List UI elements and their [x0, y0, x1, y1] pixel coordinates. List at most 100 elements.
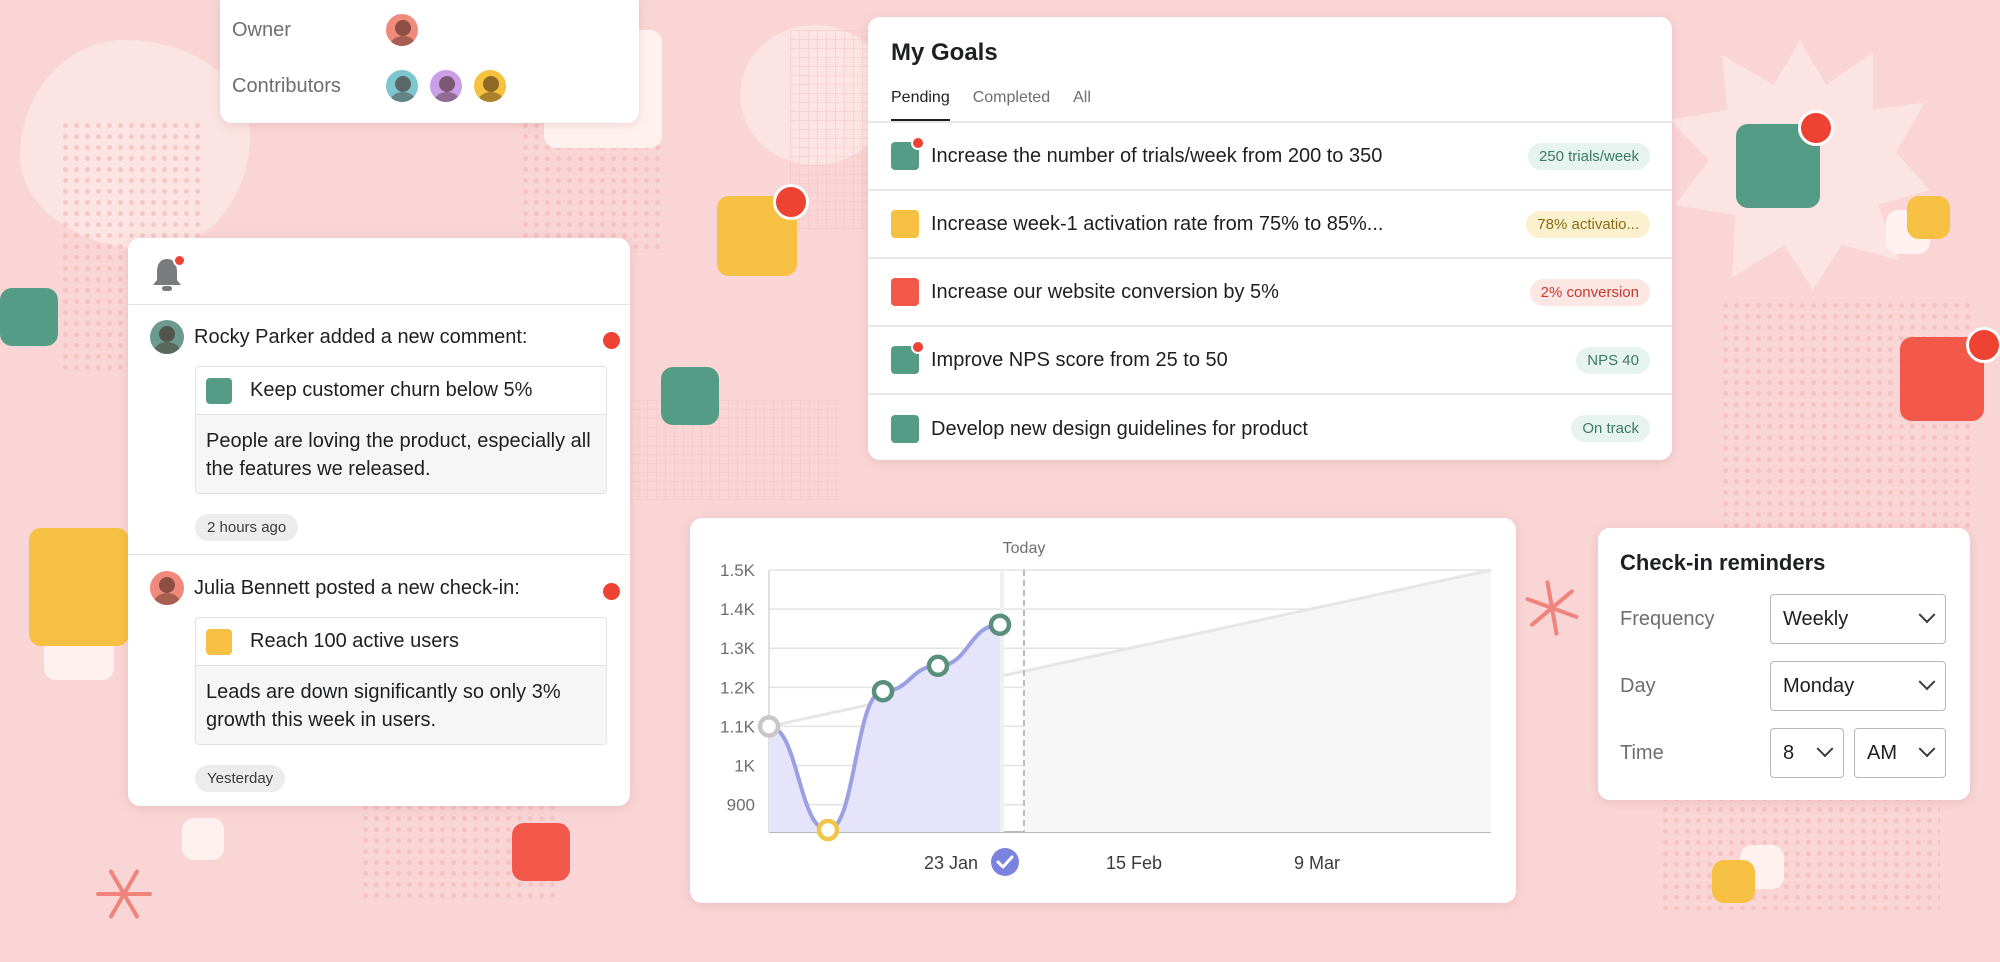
timestamp: Yesterday	[195, 765, 286, 792]
goal-color-square	[891, 278, 919, 306]
notification-headline: Julia Bennett posted a new check-in:	[194, 576, 520, 599]
forecast-area	[1024, 570, 1491, 832]
goal-row[interactable]: Develop new design guidelines for produc…	[868, 395, 1672, 460]
tab-all[interactable]: All	[1073, 89, 1091, 106]
owner-row: Owner	[232, 12, 428, 48]
unread-dot	[603, 332, 620, 349]
notification-item[interactable]: Julia Bennett posted a new check-in: Rea…	[150, 571, 620, 792]
status-badge: 2% conversion	[1529, 279, 1650, 306]
goal-color-square	[891, 415, 919, 443]
frequency-select[interactable]: Weekly	[1770, 594, 1946, 644]
goal-row[interactable]: Increase the number of trials/week from …	[868, 123, 1672, 191]
x-tick-label: 15 Feb	[1106, 853, 1162, 873]
quoted-goal[interactable]: Keep customer churn below 5%	[250, 379, 533, 401]
y-tick-label: 1.1K	[720, 717, 756, 736]
goal-row[interactable]: Increase week-1 activation rate from 75%…	[868, 191, 1672, 259]
tab-pending[interactable]: Pending	[891, 89, 950, 122]
divider	[128, 304, 630, 305]
goal-color-square	[891, 340, 925, 374]
goal-row[interactable]: Increase our website conversion by 5% 2%…	[868, 259, 1672, 327]
check-in-reminders-card: Check-in reminders Frequency Weekly Day …	[1598, 528, 1970, 800]
divider	[128, 554, 630, 555]
timestamp: 2 hours ago	[195, 514, 299, 541]
day-value: Monday	[1783, 674, 1855, 697]
day-label: Day	[1620, 674, 1656, 697]
goal-name: Improve NPS score from 25 to 50	[931, 348, 1228, 371]
reminders-title: Check-in reminders	[1620, 550, 1826, 575]
goal-name: Increase week-1 activation rate from 75%…	[931, 212, 1384, 235]
notification-headline: Rocky Parker added a new comment:	[194, 325, 528, 348]
series-line	[768, 622, 1001, 833]
unread-badge	[173, 254, 186, 267]
notification-item[interactable]: Rocky Parker added a new comment: Keep c…	[150, 320, 620, 541]
owner-label: Owner	[232, 18, 291, 41]
goal-color-square	[891, 210, 919, 238]
goals-tabs: Pending Completed All	[891, 89, 1114, 122]
status-badge: NPS 40	[1576, 347, 1650, 374]
today-label: Today	[1003, 540, 1046, 557]
chevron-down-icon	[1816, 740, 1834, 758]
quoted-goal[interactable]: Reach 100 active users	[250, 630, 460, 652]
hour-value: 8	[1783, 741, 1795, 764]
y-tick-label: 1.4K	[720, 600, 756, 619]
notification-quote: Keep customer churn below 5% People are …	[195, 366, 607, 494]
time-label: Time	[1620, 741, 1664, 764]
status-badge: 78% activatio...	[1526, 211, 1650, 238]
rocky-parker-avatar	[150, 320, 184, 354]
status-badge: On track	[1571, 415, 1650, 442]
goal-name: Increase the number of trials/week from …	[931, 144, 1383, 167]
x-tick-label: 23 Jan	[924, 853, 978, 873]
goal-color-square	[891, 136, 925, 170]
contributor-avatar[interactable]	[472, 68, 508, 104]
chevron-down-icon	[1918, 606, 1936, 624]
comment-text: People are loving the product, especiall…	[196, 415, 606, 493]
check-mark	[996, 855, 1014, 869]
frequency-row: Frequency Weekly	[1620, 594, 1946, 644]
unread-dot	[911, 136, 925, 150]
contributor-avatar[interactable]	[428, 68, 464, 104]
goals-title: My Goals	[891, 39, 998, 66]
chevron-down-icon	[1918, 740, 1936, 758]
today-band	[1000, 570, 1004, 832]
unread-dot	[603, 583, 620, 600]
y-tick-label: 1.5K	[720, 561, 756, 580]
data-point	[926, 654, 950, 678]
day-row: Day Monday	[1620, 661, 1946, 711]
series-area	[769, 624, 1000, 832]
data-point	[988, 613, 1012, 636]
data-point	[757, 715, 781, 738]
goal-name: Develop new design guidelines for produc…	[931, 417, 1308, 440]
contributors-label: Contributors	[232, 74, 341, 97]
x-tick-label: 9 Mar	[1294, 853, 1340, 873]
my-goals-card: My Goals Pending Completed All Increase …	[868, 17, 1672, 460]
ampm-select[interactable]: AM	[1854, 728, 1946, 778]
goal-color-square	[206, 377, 232, 404]
y-tick-label: 1K	[734, 757, 755, 776]
progress-chart: 1.5K 1.4K 1.3K 1.2K 1.1K 1K 900 Today 23 Jan 15 F…	[720, 540, 1492, 876]
goal-row[interactable]: Improve NPS score from 25 to 50 NPS 40	[868, 327, 1672, 395]
notifications-card: Rocky Parker added a new comment: Keep c…	[128, 238, 630, 806]
day-select[interactable]: Monday	[1770, 661, 1946, 711]
time-row: Time 8 AM	[1620, 728, 1946, 778]
progress-chart-card: 1.5K 1.4K 1.3K 1.2K 1.1K 1K 900 Today 23 Jan 15 F…	[690, 518, 1516, 903]
frequency-value: Weekly	[1783, 607, 1849, 630]
chevron-down-icon	[1918, 673, 1936, 691]
hour-select[interactable]: 8	[1770, 728, 1844, 778]
tab-completed[interactable]: Completed	[972, 89, 1051, 106]
status-badge: 250 trials/week	[1527, 143, 1650, 170]
bell-icon[interactable]	[150, 254, 186, 292]
comment-text: Leads are down significantly so only 3% …	[196, 666, 606, 744]
ampm-value: AM	[1867, 741, 1897, 764]
goal-color-square	[206, 628, 232, 655]
owner-card: Owner Contributors	[220, 0, 639, 123]
divider	[868, 121, 1672, 123]
owner-avatar[interactable]	[384, 12, 420, 48]
data-point	[871, 679, 895, 703]
y-tick-label: 900	[727, 796, 755, 815]
contributor-avatar[interactable]	[384, 68, 420, 104]
notification-quote: Reach 100 active users Leads are down si…	[195, 617, 607, 745]
goal-name: Increase our website conversion by 5%	[931, 280, 1279, 303]
unread-dot	[911, 340, 925, 354]
y-tick-label: 1.3K	[720, 639, 756, 658]
y-tick-label: 1.2K	[720, 678, 756, 697]
